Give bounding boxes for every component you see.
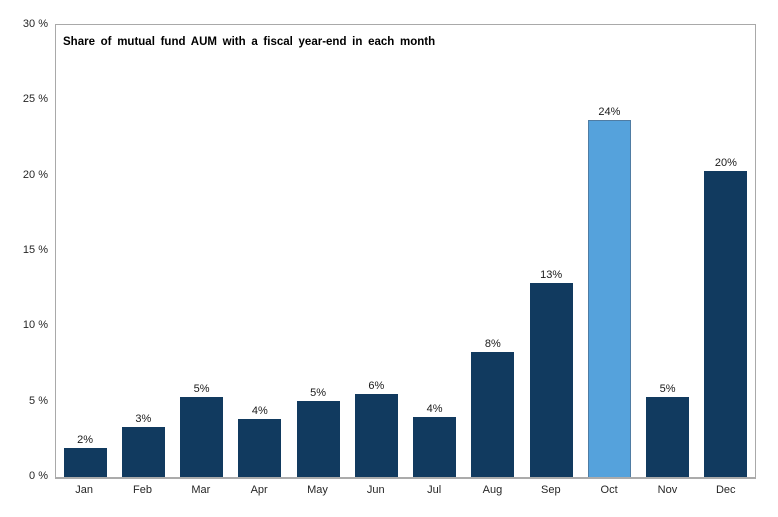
bar	[296, 400, 340, 477]
bar	[413, 416, 457, 477]
x-tick-label: Dec	[715, 484, 736, 496]
plot-area: 2% 3% 5% 4% 5% 6% 4% 8% 13% 24% 5% 20% Share of mut…	[55, 24, 756, 479]
bar-slot: 8%	[464, 25, 522, 477]
bar	[471, 351, 515, 477]
bar-highlighted	[587, 119, 631, 477]
x-tick-label: Feb	[133, 484, 152, 496]
bar-slot: 4%	[406, 25, 464, 477]
bar-value-label: 24%	[598, 105, 621, 118]
y-tick-label: 15 %	[22, 244, 48, 256]
bars-container: 2% 3% 5% 4% 5% 6% 4% 8% 13% 24% 5% 20%	[56, 25, 755, 477]
bar-value-label: 6%	[368, 380, 385, 393]
bar-value-label: 4%	[251, 405, 268, 417]
bar	[354, 394, 398, 477]
bar-value-label: 8%	[484, 337, 501, 350]
bar-slot: 5%	[173, 25, 231, 477]
bar-value-label: 5%	[310, 386, 327, 399]
bar-slot: 2%	[56, 25, 114, 477]
x-tick-label: Sep	[541, 484, 561, 496]
y-tick-label: 30 %	[22, 18, 48, 30]
bar	[238, 419, 282, 477]
x-tick-label: Apr	[250, 484, 268, 496]
x-tick-label: Jan	[75, 484, 94, 496]
y-tick-label: 25 %	[22, 93, 48, 106]
bar-slot: 4%	[231, 25, 289, 477]
bar-slot: 5%	[289, 25, 347, 477]
bar	[180, 397, 224, 477]
y-tick-label: 10 %	[22, 319, 48, 332]
bar-slot: 6%	[347, 25, 405, 477]
bar-value-label: 5%	[659, 383, 676, 396]
x-tick-label: Jul	[427, 484, 442, 496]
bar-slot: 24%	[580, 25, 638, 477]
x-tick-label: Oct	[600, 484, 618, 496]
bar-slot: 3%	[114, 25, 172, 477]
x-tick-label: Aug	[482, 484, 503, 496]
bar-value-label: 3%	[135, 413, 152, 426]
x-tick-label: Mar	[191, 484, 211, 496]
x-tick-label: Nov	[657, 484, 678, 496]
bar	[704, 171, 748, 477]
bar-slot: 20%	[697, 25, 755, 477]
bar	[63, 448, 107, 477]
bar	[529, 282, 573, 477]
bar-value-label: 20%	[714, 157, 737, 170]
y-tick-label: 0 %	[29, 470, 48, 482]
y-tick-label: 20 %	[22, 168, 48, 181]
bar-value-label: 5%	[193, 383, 210, 396]
bar	[646, 397, 690, 477]
bar	[121, 427, 165, 477]
bar-value-label: 13%	[540, 268, 563, 281]
bar-slot: 13%	[522, 25, 580, 477]
x-tick-label: Jun	[366, 484, 385, 496]
bar-value-label: 2%	[77, 434, 94, 447]
x-axis: Jan Feb Mar Apr May Jun Jul Aug Sep Oct Nov Dec	[55, 484, 755, 496]
y-axis: 0 % 5 % 10 % 15 % 20 % 25 % 30 %	[0, 18, 48, 482]
x-tick-label: May	[307, 484, 328, 496]
y-tick-label: 5 %	[29, 394, 48, 407]
bar-value-label: 4%	[426, 402, 443, 415]
bar-slot: 5%	[639, 25, 697, 477]
chart-title: Share of mutual fund AUM with a fiscal y…	[63, 36, 436, 48]
